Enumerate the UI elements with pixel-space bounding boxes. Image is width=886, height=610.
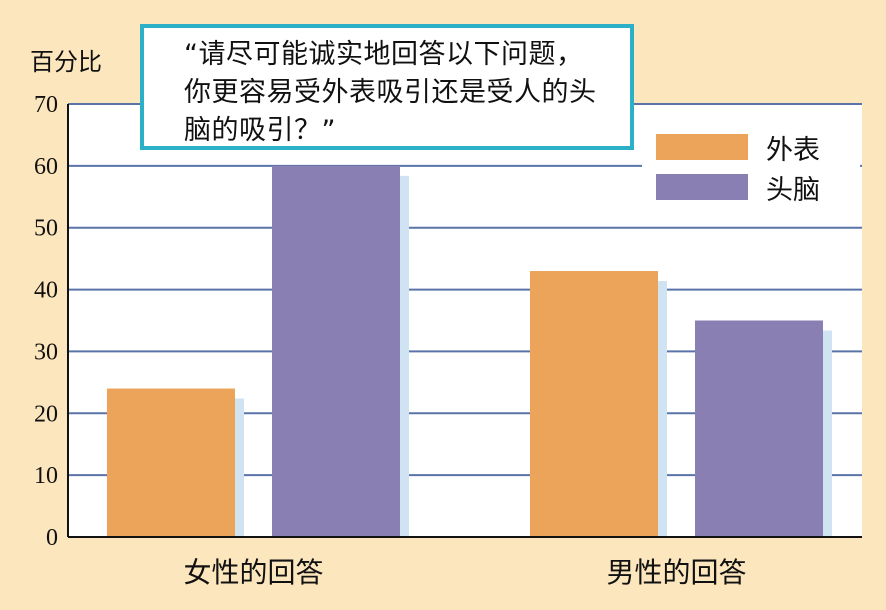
question-text: “请尽可能诚实地回答以下问题，你更容易受外表吸引还是受人的头脑的吸引？” (184, 39, 597, 146)
legend-swatch-brain (656, 174, 748, 200)
x-category-label: 女性的回答 (183, 556, 323, 589)
legend-label-brain: 头脑 (766, 174, 820, 206)
legend-label-appearance: 外表 (766, 134, 820, 166)
bar-brain-female (272, 165, 400, 537)
y-tick-label: 60 (34, 154, 58, 180)
y-tick-label: 40 (34, 278, 58, 304)
legend-item-appearance: 外表 (656, 130, 820, 166)
x-category-label: 男性的回答 (606, 556, 746, 589)
y-tick-label: 20 (34, 401, 58, 427)
bar-appearance-female (107, 388, 235, 537)
bar-shadow (235, 398, 244, 537)
y-tick-label: 10 (34, 463, 58, 489)
y-tick-label: 30 (34, 339, 58, 365)
bar-brain-male (695, 320, 823, 537)
bar-shadow (823, 330, 832, 537)
legend: 外表 头脑 (642, 118, 860, 210)
legend-item-brain: 头脑 (656, 170, 820, 206)
bar-shadow (658, 281, 667, 537)
y-tick-label: 50 (34, 216, 58, 242)
bar-shadow (400, 175, 409, 537)
y-axis-label: 百分比 (30, 48, 102, 76)
bar-appearance-male (530, 271, 658, 537)
y-tick-label: 0 (46, 525, 58, 551)
legend-swatch-appearance (656, 134, 748, 160)
y-tick-label: 70 (34, 92, 58, 118)
question-callout: “请尽可能诚实地回答以下问题，你更容易受外表吸引还是受人的头脑的吸引？” (140, 24, 634, 150)
